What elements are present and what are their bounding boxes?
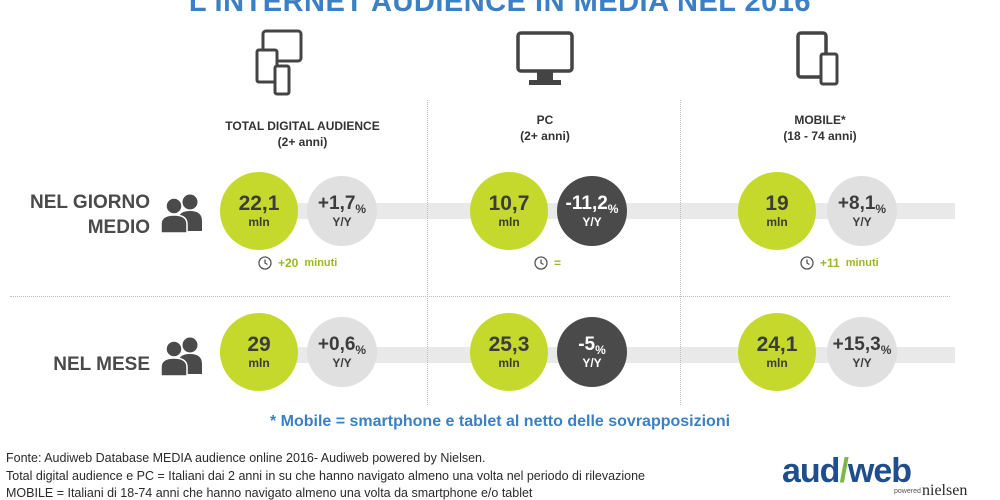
people-icon: [160, 336, 206, 381]
time-delta: +20 minuti: [258, 256, 337, 270]
yoy-circle: +15,3% Y/Y: [827, 317, 897, 387]
row-label-giorno: NEL GIORNO MEDIO: [30, 192, 150, 238]
value-circle: 24,1 mln: [738, 313, 816, 391]
column-divider: [680, 100, 681, 405]
column-header-pc: PC (2+ anni): [520, 113, 570, 143]
yoy-circle: -11,2% Y/Y: [557, 176, 627, 246]
column-header-mobile: MOBILE* (18 - 74 anni): [783, 113, 857, 143]
yoy-circle: +1,7% Y/Y: [307, 176, 377, 246]
footer-definition: Total digital audience e PC = Italiani d…: [6, 469, 645, 483]
time-delta: =: [534, 256, 561, 270]
column-header-total: TOTAL DIGITAL AUDIENCE (2+ anni): [225, 119, 380, 149]
row-label-mese: NEL MESE: [53, 354, 150, 375]
yoy-circle: +8,1% Y/Y: [827, 176, 897, 246]
value-circle: 25,3 mln: [470, 313, 548, 391]
column-divider: [427, 100, 428, 405]
value-circle: 10,7 mln: [470, 172, 548, 250]
audiweb-logo: aud/web powered nielsen: [782, 452, 968, 499]
row-divider: [10, 296, 950, 297]
footer-definition: MOBILE = Italiani di 18-74 anni che hann…: [6, 486, 533, 500]
people-icon: [160, 193, 206, 238]
clock-icon: [534, 256, 548, 270]
yoy-circle: +0,6% Y/Y: [307, 317, 377, 387]
value-circle: 19 mln: [738, 172, 816, 250]
time-delta: +11 minuti: [800, 256, 879, 270]
clock-icon: [258, 256, 272, 270]
mobile-note: * Mobile = smartphone e tablet al netto …: [269, 413, 731, 430]
clock-icon: [800, 256, 814, 270]
monitor-icon: [515, 30, 575, 95]
multi-device-icon: [255, 28, 305, 103]
page-title: L'INTERNET AUDIENCE IN MEDIA NEL 2016: [188, 0, 812, 18]
yoy-circle: -5% Y/Y: [557, 317, 627, 387]
footer-source: Fonte: Audiweb Database MEDIA audience o…: [6, 451, 486, 465]
phone-tablet-icon: [795, 30, 845, 95]
value-circle: 29 mln: [220, 313, 298, 391]
value-circle: 22,1 mln: [220, 172, 298, 250]
